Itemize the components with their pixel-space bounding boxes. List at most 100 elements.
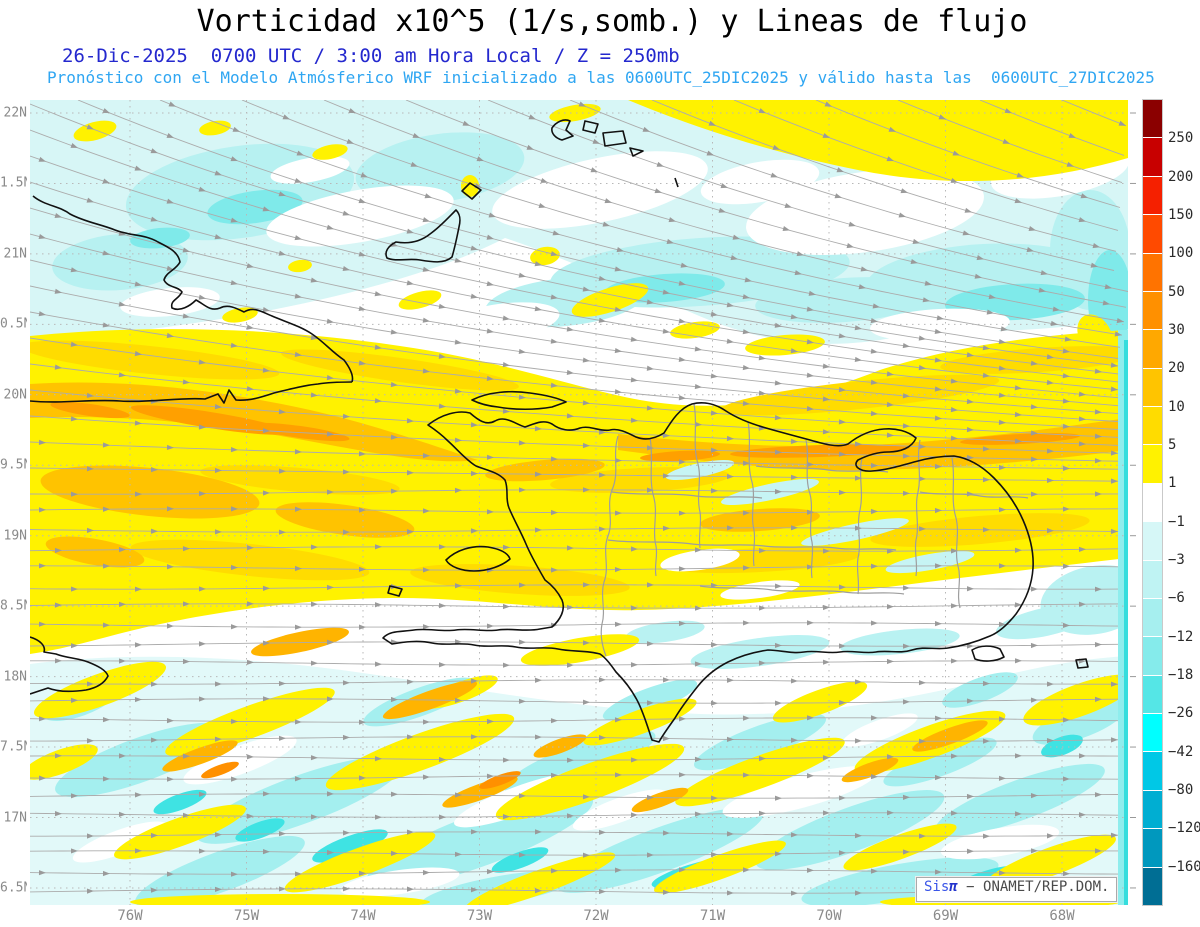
flow-arrow — [726, 302, 734, 308]
flow-arrow — [1030, 456, 1038, 462]
flow-arrow — [886, 658, 894, 665]
flow-arrow — [1080, 193, 1088, 199]
flow-arrow — [616, 247, 624, 253]
vorticity-blob — [801, 518, 909, 546]
flow-arrow — [646, 445, 654, 451]
lat-label-17N: 17N — [3, 810, 27, 825]
flow-arrow — [774, 380, 782, 386]
colorbar-cell-13 — [1143, 598, 1162, 637]
flow-arrow — [360, 172, 368, 178]
flow-arrow — [38, 621, 46, 627]
flow-arrow — [950, 658, 958, 664]
colorbar-cell-11 — [1143, 522, 1162, 560]
lat-label-21N: 21N — [3, 246, 27, 262]
flow-arrow — [1050, 320, 1058, 326]
flow-arrow — [934, 715, 942, 721]
flow-arrow — [406, 418, 414, 424]
flow-arrow — [774, 489, 782, 495]
flow-arrow — [246, 813, 254, 819]
flow-arrow — [710, 642, 718, 648]
flow-arrow — [934, 563, 942, 569]
flow-arrow — [1030, 430, 1038, 436]
flow-arrow — [134, 792, 142, 798]
lon-label-69W: 69W — [932, 908, 959, 924]
flow-arrow — [836, 167, 844, 173]
flow-arrow — [198, 696, 206, 702]
vorticity-blob — [935, 763, 1105, 837]
flow-arrow — [278, 680, 286, 687]
colorbar-cell-4 — [1143, 253, 1162, 291]
flow-arrow — [1114, 331, 1122, 337]
flow-arrow — [1078, 546, 1086, 552]
flow-arrow — [758, 390, 766, 396]
flow-arrow — [710, 447, 718, 453]
flow-arrow — [486, 328, 494, 334]
flow-arrow — [902, 453, 910, 459]
coastline — [461, 182, 482, 200]
colorbar-label-−80: −80 — [1168, 782, 1194, 798]
flow-arrow — [1030, 792, 1038, 799]
flow-arrow — [582, 640, 590, 646]
flow-arrow — [678, 459, 686, 465]
colorbar-cell-0 — [1143, 100, 1162, 138]
flow-arrow — [326, 489, 334, 495]
flow-arrow — [1014, 811, 1022, 817]
flow-arrow — [726, 338, 734, 344]
flow-arrow — [982, 446, 990, 452]
vorticity-blob — [130, 227, 190, 249]
flow-arrow — [550, 718, 558, 724]
flow-arrow — [662, 735, 670, 742]
flow-arrow — [642, 126, 650, 132]
flow-arrow — [602, 221, 610, 227]
streamline — [30, 389, 1119, 454]
flow-arrow — [518, 582, 526, 588]
flow-arrow — [534, 527, 542, 533]
flow-arrow — [1031, 491, 1038, 497]
flow-arrow — [470, 422, 478, 428]
flow-arrow — [1000, 326, 1008, 332]
flow-arrow — [1052, 306, 1060, 312]
vorticity-blob — [222, 307, 258, 323]
flow-arrow — [806, 867, 814, 873]
flow-arrow — [934, 463, 942, 470]
flow-arrow — [1014, 753, 1022, 759]
flow-arrow — [1062, 423, 1070, 429]
pi-symbol: π — [949, 879, 958, 895]
flow-arrow — [910, 258, 918, 264]
flow-arrow — [1046, 528, 1054, 534]
colorbar-label-30: 30 — [1168, 322, 1185, 338]
vorticity-blob — [571, 283, 649, 317]
flow-arrow — [168, 101, 176, 107]
flow-arrow — [150, 887, 158, 893]
flow-arrow — [566, 813, 574, 819]
flow-arrow — [1046, 833, 1054, 839]
flow-arrow — [294, 293, 302, 299]
vorticity-blob — [625, 620, 705, 644]
vorticity-blob — [870, 308, 1010, 342]
colorbar-label-−3: −3 — [1168, 552, 1185, 568]
flow-arrow — [534, 829, 542, 835]
flow-arrow — [326, 696, 334, 702]
colorbar-label-−26: −26 — [1168, 705, 1194, 722]
flow-arrow — [278, 468, 286, 474]
flow-arrow — [936, 315, 944, 321]
flow-arrow — [886, 156, 894, 162]
vorticity-blob — [772, 681, 868, 723]
flow-arrow — [966, 793, 974, 800]
flow-arrow — [342, 830, 350, 836]
flow-arrow — [1111, 681, 1118, 687]
flow-arrow — [1090, 262, 1098, 268]
flow-arrow — [262, 307, 270, 313]
flow-arrow — [358, 198, 366, 204]
flow-arrow — [198, 491, 206, 497]
vorticity-blob — [755, 277, 935, 323]
flow-arrow — [358, 251, 366, 257]
colorbar-cell-8 — [1143, 407, 1162, 445]
streamline — [30, 698, 1119, 704]
flow-arrow — [166, 871, 174, 877]
flow-arrow — [790, 525, 798, 531]
coastline — [471, 390, 567, 411]
flow-arrow — [1062, 465, 1070, 472]
flow-arrow — [614, 867, 622, 873]
